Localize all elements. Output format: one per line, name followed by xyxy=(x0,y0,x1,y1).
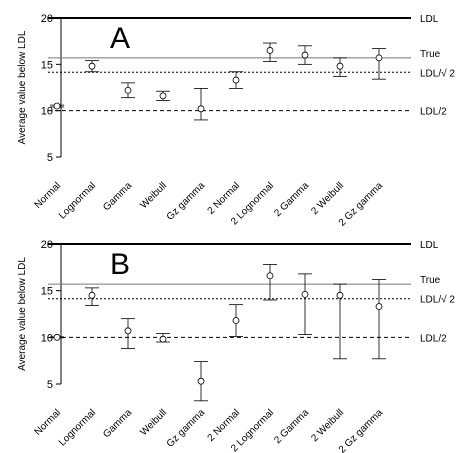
category-label: Weibull xyxy=(138,180,169,211)
data-point xyxy=(301,51,309,59)
y-tick-label: 5 xyxy=(47,379,53,391)
category-label: Gz gamma xyxy=(165,180,208,223)
category-label: 2 Weibull xyxy=(309,407,346,444)
data-point xyxy=(375,54,383,62)
data-point xyxy=(53,333,61,341)
y-axis-title: Average value below LDL xyxy=(17,257,28,371)
reference-line-label: LDL xyxy=(420,240,439,251)
data-point xyxy=(53,102,61,110)
panel-a: 5 10 15 20 Average value below LDL A LDL True LD… xyxy=(17,13,455,229)
data-point xyxy=(266,272,274,280)
y-tick-label: 15 xyxy=(41,286,53,298)
category-label: 2 Gamma xyxy=(272,407,311,446)
reference-line-label: True xyxy=(420,275,441,286)
reference-line-label: LDL xyxy=(420,14,439,25)
y-tick-label: 20 xyxy=(41,13,53,25)
data-point xyxy=(301,290,309,298)
category-label: 2 Weibull xyxy=(309,180,346,217)
data-point xyxy=(266,47,274,54)
data-point xyxy=(124,327,132,335)
reference-line-label: LDL/√ 2 xyxy=(420,67,455,79)
category-label: Lognormal xyxy=(57,407,98,448)
y-tick-label: 10 xyxy=(41,332,53,344)
data-point xyxy=(197,105,205,113)
data-point xyxy=(336,291,344,299)
data-point xyxy=(336,62,344,70)
category-label: Normal xyxy=(33,180,64,211)
reference-line-label: LDL/√ 2 xyxy=(420,294,455,306)
data-point xyxy=(197,377,205,385)
reference-line-label: True xyxy=(420,49,441,60)
category-label: Gz gamma xyxy=(165,407,208,450)
panel-b: 5 10 15 20 Average value below LDL B LDL True LD… xyxy=(17,239,455,453)
category-label: Lognormal xyxy=(57,180,98,221)
y-tick-label: 10 xyxy=(41,106,53,118)
data-point xyxy=(124,86,132,94)
reference-line-label: LDL/2 xyxy=(420,107,447,118)
panel-label: B xyxy=(110,248,130,281)
data-point xyxy=(232,317,240,324)
category-label: Normal xyxy=(33,407,64,438)
y-axis-title: Average value below LDL xyxy=(17,30,28,144)
y-tick-label: 15 xyxy=(41,59,53,71)
data-point xyxy=(159,335,167,343)
data-point xyxy=(88,291,96,299)
category-label: 2 Gamma xyxy=(272,180,311,219)
category-label: Weibull xyxy=(138,407,169,438)
data-point xyxy=(159,92,167,100)
data-point xyxy=(375,303,383,310)
reference-line-label: LDL/2 xyxy=(420,333,447,344)
data-point xyxy=(88,62,96,70)
y-tick-label: 20 xyxy=(41,239,53,251)
category-label: Gamma xyxy=(101,180,134,213)
category-label: Gamma xyxy=(101,407,134,440)
data-point xyxy=(232,76,240,84)
panel-label: A xyxy=(110,22,130,55)
y-tick-label: 5 xyxy=(47,152,53,164)
